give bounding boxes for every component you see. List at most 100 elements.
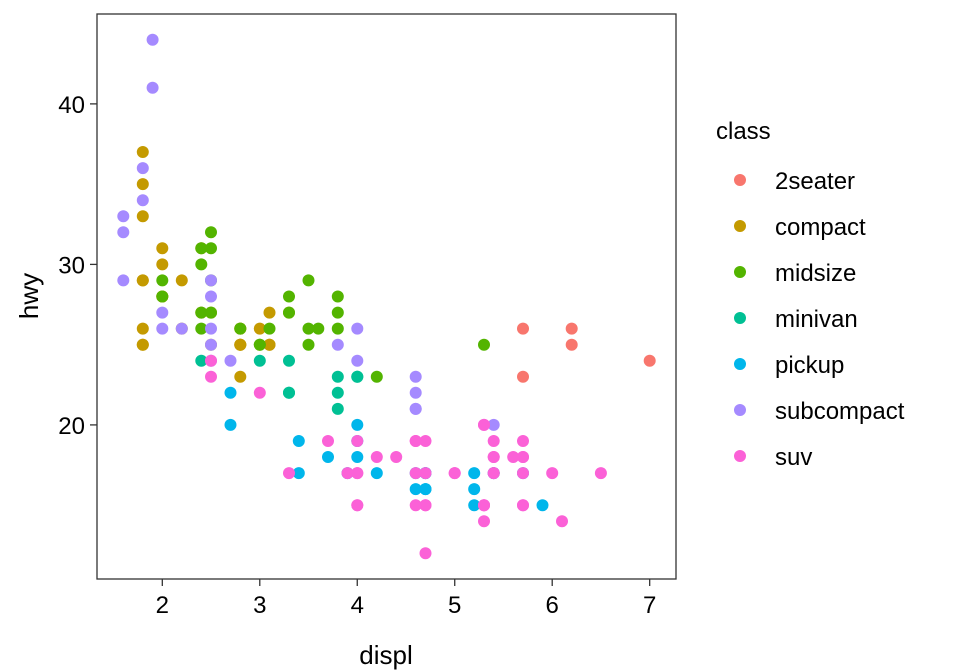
point-compact-21 [136,338,149,351]
point-midsize-16 [283,306,295,319]
point-subcompact-9 [205,290,217,303]
point-suv-31 [283,467,295,480]
point-midsize-18 [302,338,315,351]
point-suv-26 [517,499,529,512]
point-subcompact-17 [351,322,364,335]
point-suv-39 [409,435,422,447]
point-2seater-3 [565,338,578,351]
point-suv-30 [322,435,334,447]
point-compact-2 [156,242,169,255]
point-minivan-3 [283,354,295,367]
x-axis: 2 3 4 5 6 7 [156,579,656,619]
point-subcompact-1 [117,226,130,239]
point-suv-42 [478,515,490,528]
point-compact-27 [234,338,247,351]
point-pickup-18 [468,483,481,496]
x-axis-title: displ [359,640,412,670]
point-pickup-1 [224,386,237,399]
x-tick-label-2: 2 [156,592,169,619]
y-tick-label-40: 40 [58,92,85,119]
point-suv-34 [351,435,364,447]
panel-border [96,13,677,580]
point-subcompact-14 [175,322,188,335]
legend-label-suv: suv [775,444,812,471]
point-suv-44 [517,451,529,463]
point-subcompact-6 [146,81,159,94]
point-suv-13 [370,451,383,463]
point-suv-6 [594,467,607,480]
point-pickup-5 [351,418,364,431]
point-suv-10 [556,515,568,528]
legend-label-midsize: midsize [775,260,856,287]
legend-title: class [716,118,771,145]
point-subcompact-8 [156,322,169,335]
point-compact-24 [136,210,149,223]
point-suv-3 [517,467,529,480]
point-minivan-6 [331,402,344,415]
point-suv-43 [478,499,490,512]
point-subcompact-0 [117,210,130,223]
point-midsize-9 [234,322,247,335]
point-2seater-1 [517,370,529,383]
x-tick-label-4: 4 [351,592,364,619]
point-midsize-3 [302,274,315,287]
legend-label-pickup: pickup [775,352,844,379]
point-compact-14 [263,338,276,351]
point-minivan-7 [331,370,344,383]
y-axis: 20 30 40 [58,92,97,440]
point-compact-23 [136,146,149,158]
point-subcompact-3 [136,194,149,207]
point-midsize-2 [263,322,276,335]
legend: class 2seater compact midsize minivan pickup… [716,118,905,471]
point-pickup-6 [351,451,364,463]
x-tick-label-6: 6 [546,592,559,619]
point-subcompact-13 [205,338,217,351]
point-minivan-1 [253,354,266,367]
point-subcompact-19 [409,370,422,383]
x-tick-label-3: 3 [253,592,266,619]
point-midsize-19 [331,322,344,335]
point-subcompact-2 [117,274,130,287]
legend-key-midsize [734,266,746,278]
point-pickup-8 [419,483,432,496]
point-suv-22 [409,467,422,480]
legend-items: 2seater compact midsize minivan pickup subcom… [734,168,905,471]
point-suv-36 [205,354,217,367]
legend-label-subcompact: subcompact [775,398,905,425]
point-pickup-4 [322,451,334,463]
legend-label-compact: compact [775,214,866,241]
point-midsize-8 [205,242,217,255]
point-suv-16 [419,435,432,447]
y-tick-label-30: 30 [58,252,85,279]
point-midsize-5 [156,290,169,303]
legend-key-subcompact [734,404,746,416]
point-subcompact-7 [156,306,169,319]
point-subcompact-22 [487,418,500,431]
point-pickup-16 [409,483,422,496]
point-minivan-0 [195,354,208,367]
points-layer [117,33,656,560]
point-subcompact-15 [224,354,237,367]
x-tick-label-7: 7 [643,592,656,619]
point-suv-29 [419,499,432,512]
point-pickup-10 [468,467,481,480]
point-suv-8 [419,547,432,560]
point-subcompact-10 [205,322,217,335]
y-axis-title: hwy [14,273,44,319]
point-suv-7 [419,467,432,480]
point-compact-16 [175,274,188,287]
point-subcompact-4 [136,162,149,175]
point-minivan-9 [351,370,364,383]
point-2seater-4 [643,354,656,367]
point-pickup-0 [224,418,237,431]
point-compact-3 [156,258,169,271]
point-suv-35 [205,370,217,383]
point-suv-25 [487,451,500,463]
legend-key-minivan [734,312,746,324]
legend-key-pickup [734,358,746,370]
point-compact-28 [234,370,247,383]
point-suv-4 [546,467,559,480]
point-pickup-11 [468,499,481,512]
point-compact-1 [136,274,149,287]
